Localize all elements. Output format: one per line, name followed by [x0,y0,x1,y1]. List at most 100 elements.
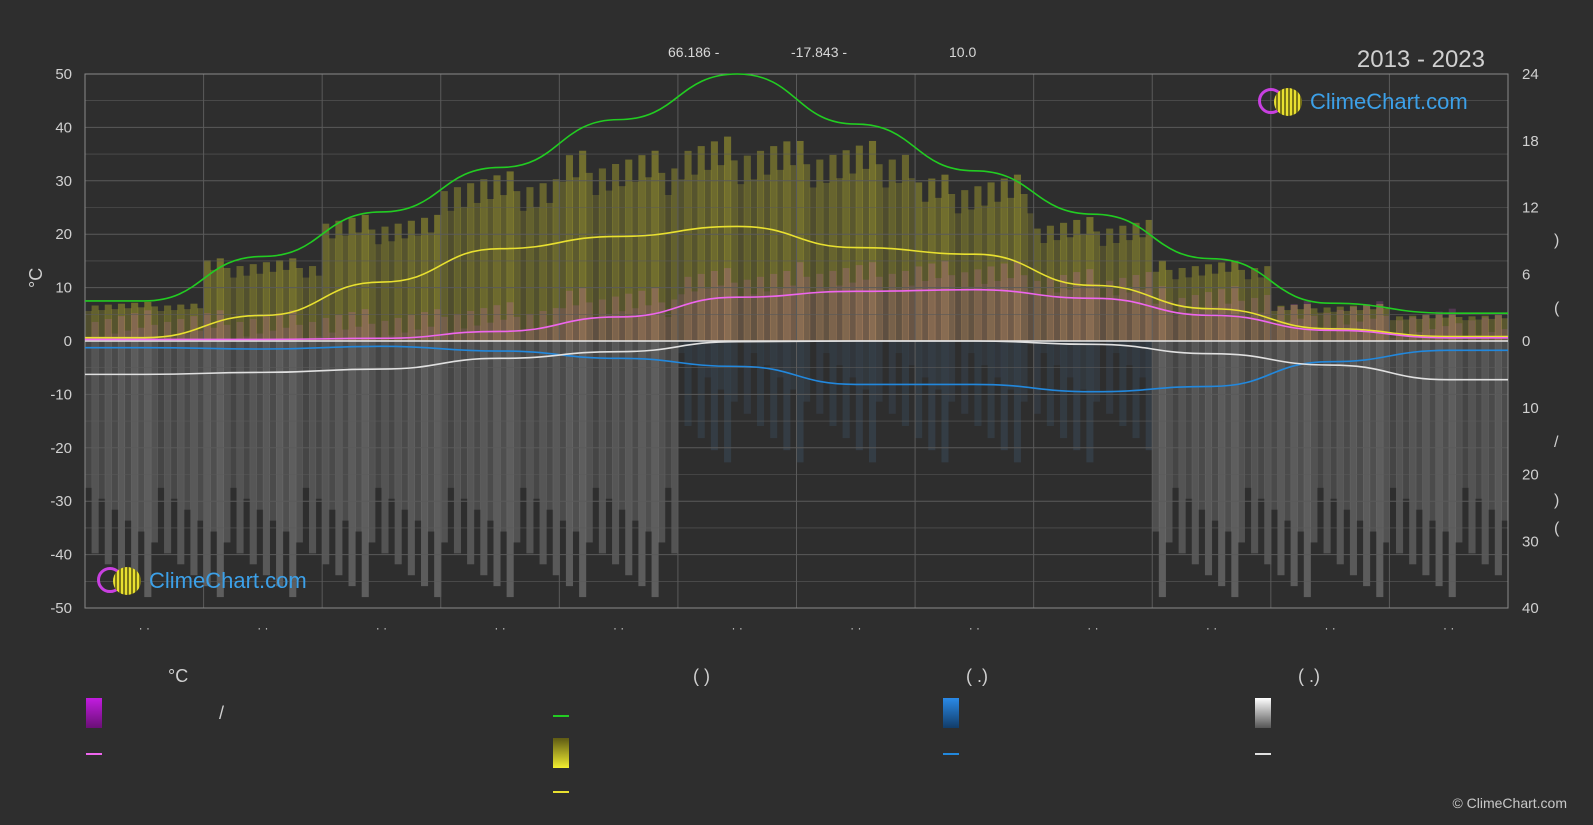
temperature-band [915,266,923,341]
temperature-band [1231,286,1239,341]
temperature-band [1468,320,1476,341]
temperature-band [1046,277,1054,341]
sunshine-band [1468,316,1476,341]
sunshine-band [855,145,863,341]
temperature-band [631,308,639,341]
sunshine-band [322,223,330,341]
sunshine-band [664,194,672,341]
precipitation-band [1284,341,1292,521]
temperature-band [117,316,126,341]
sunshine-band [1145,219,1153,341]
sunshine-band [994,201,1002,341]
sunshine-band [1152,271,1160,341]
precipitation-band [374,341,382,488]
sunshine-band [1007,197,1015,341]
temperature-band [1152,303,1160,341]
temperature-band [473,325,481,341]
temperature-band [164,321,172,341]
precipitation-band [315,341,323,499]
temperature-band [737,297,745,341]
temperature-band [1053,292,1061,341]
temperature-band [1125,292,1133,341]
legend-swatch-snow-range [1255,698,1271,728]
sunshine-band [572,177,580,341]
temperature-band [269,330,277,341]
temperature-band [868,262,877,341]
temperature-band [335,315,343,341]
precipitation-band [1007,341,1015,390]
precipitation-band [1244,341,1252,488]
sunshine-band [355,232,363,341]
sunshine-band [420,217,429,341]
sunshine-band [658,172,666,341]
sunshine-band [467,183,475,341]
temperature-band [374,338,382,341]
temperature-band [1237,300,1245,341]
sunshine-band [1330,311,1338,341]
precipitation-band [961,341,969,414]
legend-swatch-daylight-line [553,715,569,717]
precipitation-band [1303,341,1311,598]
temperature-band [467,310,475,341]
temperature-band [401,332,409,341]
temperature-band [282,327,290,341]
precipitation-band [1290,341,1298,587]
temperature-band [1191,294,1199,341]
sunshine-band [91,305,99,341]
precipitation-band [500,341,508,532]
precipitation-band [295,341,303,543]
sunshine-band [335,220,343,341]
sunshine-band [1336,306,1344,341]
sunshine-band [486,199,494,341]
lines-layer [85,73,1508,393]
temperature-band [355,326,363,341]
precipitation-band [203,341,211,587]
sunshine-band [500,195,508,341]
sunshine-band [480,179,488,341]
precipitation-band [98,341,106,499]
temperature-band [605,314,613,341]
temperature-band [895,288,903,341]
precipitation-band [546,341,554,510]
precipitation-band [565,341,574,587]
temperature-band [1382,315,1390,341]
temperature-band [816,273,824,341]
precipitation-band [361,341,369,598]
sunshine-band [447,210,455,341]
precipitation-band [453,341,462,554]
sunshine-band [117,303,126,341]
logo-bottom[interactable]: ClimeChart.com [95,565,307,597]
temperature-band [229,339,238,341]
temperature-band [1284,321,1292,341]
precipitation-band [1152,341,1160,532]
sunshine-band [921,201,929,341]
sunshine-band [961,190,969,341]
precipitation-band [1060,341,1068,439]
sunshine-band [131,302,139,341]
precipitation-band [183,341,191,510]
temperature-band [249,319,257,341]
sunshine-band [381,226,389,341]
precipitation-band [704,341,712,378]
precipitation-band [302,341,310,488]
precipitation-band [895,341,903,354]
sunshine-band [677,179,686,341]
precipitation-band [335,341,343,576]
precipitation-band [1086,341,1094,463]
sunshine-band [829,154,837,341]
temperature-band [85,339,93,341]
temperature-band [928,263,936,341]
precipitation-band [1270,341,1278,510]
sunshine-band [1020,193,1028,341]
precipitation-band [888,341,896,414]
precipitation-band [579,341,587,598]
precipitation-band [276,341,284,587]
precipitation-band [1158,341,1166,598]
temperature-band [862,279,870,341]
month-tick-label: · · [732,621,743,635]
precipitation-band [1139,341,1147,378]
precipitation-band [85,341,93,488]
precipitation-band [1185,341,1193,499]
logo-top[interactable]: ClimeChart.com [1256,86,1468,118]
temperature-band [1185,312,1193,341]
